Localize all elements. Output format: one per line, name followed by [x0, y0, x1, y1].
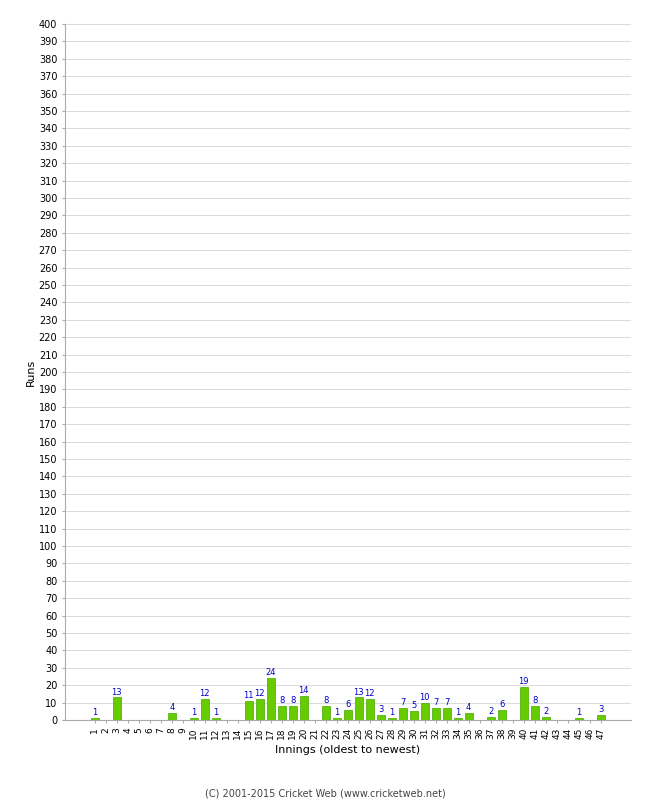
- Text: 1: 1: [213, 708, 218, 718]
- Text: 6: 6: [499, 700, 504, 709]
- Text: 8: 8: [290, 696, 296, 706]
- X-axis label: Innings (oldest to newest): Innings (oldest to newest): [275, 745, 421, 754]
- Text: 7: 7: [400, 698, 406, 707]
- Y-axis label: Runs: Runs: [26, 358, 36, 386]
- Bar: [575, 718, 583, 720]
- Text: 14: 14: [298, 686, 309, 694]
- Text: 4: 4: [466, 703, 471, 712]
- Text: 1: 1: [334, 708, 339, 718]
- Bar: [289, 706, 297, 720]
- Text: 13: 13: [354, 687, 364, 697]
- Text: 1: 1: [191, 708, 196, 718]
- Text: 13: 13: [112, 687, 122, 697]
- Bar: [387, 718, 396, 720]
- Bar: [190, 718, 198, 720]
- Bar: [278, 706, 286, 720]
- Bar: [255, 699, 264, 720]
- Text: 10: 10: [419, 693, 430, 702]
- Text: 8: 8: [532, 696, 538, 706]
- Text: 7: 7: [444, 698, 449, 707]
- Bar: [519, 687, 528, 720]
- Bar: [398, 708, 407, 720]
- Text: 4: 4: [169, 703, 174, 712]
- Bar: [266, 678, 275, 720]
- Bar: [410, 711, 418, 720]
- Bar: [322, 706, 330, 720]
- Bar: [597, 714, 604, 720]
- Bar: [365, 699, 374, 720]
- Text: 7: 7: [433, 698, 438, 707]
- Text: 24: 24: [265, 668, 276, 678]
- Text: 12: 12: [365, 690, 375, 698]
- Text: 8: 8: [323, 696, 328, 706]
- Bar: [454, 718, 462, 720]
- Text: 12: 12: [255, 690, 265, 698]
- Text: 1: 1: [455, 708, 460, 718]
- Text: 1: 1: [92, 708, 98, 718]
- Bar: [376, 714, 385, 720]
- Text: 3: 3: [598, 705, 603, 714]
- Text: (C) 2001-2015 Cricket Web (www.cricketweb.net): (C) 2001-2015 Cricket Web (www.cricketwe…: [205, 788, 445, 798]
- Bar: [487, 717, 495, 720]
- Bar: [168, 713, 176, 720]
- Text: 12: 12: [200, 690, 210, 698]
- Bar: [421, 702, 429, 720]
- Bar: [443, 708, 451, 720]
- Bar: [201, 699, 209, 720]
- Text: 1: 1: [389, 708, 395, 718]
- Text: 8: 8: [279, 696, 285, 706]
- Bar: [498, 710, 506, 720]
- Text: 6: 6: [345, 700, 350, 709]
- Bar: [212, 718, 220, 720]
- Text: 1: 1: [576, 708, 581, 718]
- Bar: [244, 701, 253, 720]
- Text: 2: 2: [488, 706, 493, 716]
- Text: 2: 2: [543, 706, 549, 716]
- Bar: [300, 696, 308, 720]
- Text: 5: 5: [411, 702, 417, 710]
- Text: 11: 11: [244, 691, 254, 700]
- Bar: [91, 718, 99, 720]
- Bar: [432, 708, 440, 720]
- Text: 3: 3: [378, 705, 383, 714]
- Bar: [355, 698, 363, 720]
- Text: 19: 19: [519, 677, 529, 686]
- Bar: [112, 698, 121, 720]
- Bar: [465, 713, 473, 720]
- Bar: [530, 706, 539, 720]
- Bar: [344, 710, 352, 720]
- Bar: [333, 718, 341, 720]
- Bar: [541, 717, 550, 720]
